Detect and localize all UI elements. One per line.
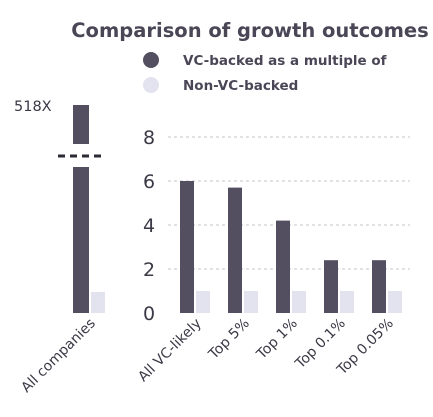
bar-non-vc [292,291,306,313]
legend-label-non-vc: Non-VC-backed [183,78,298,94]
bar-vc [180,181,194,313]
bar-non-vc [196,291,210,313]
bar-vc [372,260,386,313]
bar-non-vc [244,291,258,313]
bar-vc [324,260,338,313]
broken-bar-non-vc [91,292,105,313]
y-tick-label: 8 [143,127,155,149]
y-tick-label: 6 [143,171,155,193]
broken-bar-panel: 518X All companies [14,99,105,396]
bar-non-vc [340,291,354,313]
y-tick-label: 0 [143,303,155,325]
broken-bar-vc-bottom [73,167,89,313]
broken-bar-vc-top [73,105,89,144]
bar-non-vc [388,291,402,313]
x-category-label: All VC-likely [135,316,205,386]
legend-label-vc: VC-backed as a multiple of [183,53,387,69]
x-axis-labels: All VC-likely Top 5% Top 1%Top 0.1%Top 0.0… [135,316,397,386]
y-tick-label: 4 [143,215,155,237]
bar-vc [228,187,242,313]
y-axis-ticks: 0 2 4 6 8 [143,127,155,325]
broken-bar-category-label: All companies [18,316,98,396]
legend-marker-vc [143,52,159,68]
broken-bar-value-label: 518X [14,99,52,115]
y-tick-label: 2 [143,259,155,281]
bars [180,181,402,313]
x-category-label: Top 5% [205,316,253,364]
chart-title: Comparison of growth outcomes [71,19,428,42]
legend-marker-non-vc [143,77,159,93]
legend: VC-backed as a multiple of Non-VC-backed [143,52,387,94]
bar-vc [276,220,290,313]
x-category-label: Top 1% [253,316,301,364]
